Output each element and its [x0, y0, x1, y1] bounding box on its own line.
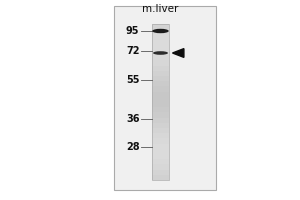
- Bar: [152, 24, 169, 180]
- Text: 72: 72: [126, 46, 140, 56]
- Bar: [152, 40, 169, 45]
- Bar: [152, 118, 169, 123]
- Bar: [152, 81, 169, 86]
- Bar: [152, 86, 169, 92]
- Polygon shape: [172, 49, 184, 57]
- Text: 95: 95: [126, 26, 140, 36]
- Bar: [152, 112, 169, 118]
- Bar: [152, 154, 169, 159]
- Bar: [152, 34, 169, 40]
- Ellipse shape: [152, 29, 169, 33]
- Bar: [152, 29, 169, 34]
- Bar: [114, 6, 216, 190]
- Bar: [152, 24, 169, 29]
- Bar: [152, 55, 169, 60]
- Bar: [152, 175, 169, 180]
- Bar: [152, 102, 169, 107]
- Text: 36: 36: [126, 114, 140, 124]
- Bar: [152, 123, 169, 128]
- Bar: [152, 76, 169, 81]
- Text: 28: 28: [126, 142, 140, 152]
- Bar: [152, 66, 169, 71]
- Bar: [152, 71, 169, 76]
- Bar: [152, 170, 169, 175]
- Text: m.liver: m.liver: [142, 4, 179, 14]
- Bar: [152, 144, 169, 149]
- Text: 55: 55: [126, 75, 140, 85]
- Bar: [152, 24, 169, 180]
- Bar: [152, 133, 169, 138]
- Bar: [152, 92, 169, 97]
- Bar: [152, 60, 169, 66]
- Bar: [152, 164, 169, 170]
- Bar: [152, 50, 169, 55]
- Bar: [152, 45, 169, 50]
- Bar: [152, 138, 169, 144]
- Bar: [152, 149, 169, 154]
- Bar: [152, 128, 169, 133]
- Bar: [152, 159, 169, 164]
- Bar: [152, 107, 169, 112]
- Ellipse shape: [153, 51, 168, 55]
- Bar: [152, 97, 169, 102]
